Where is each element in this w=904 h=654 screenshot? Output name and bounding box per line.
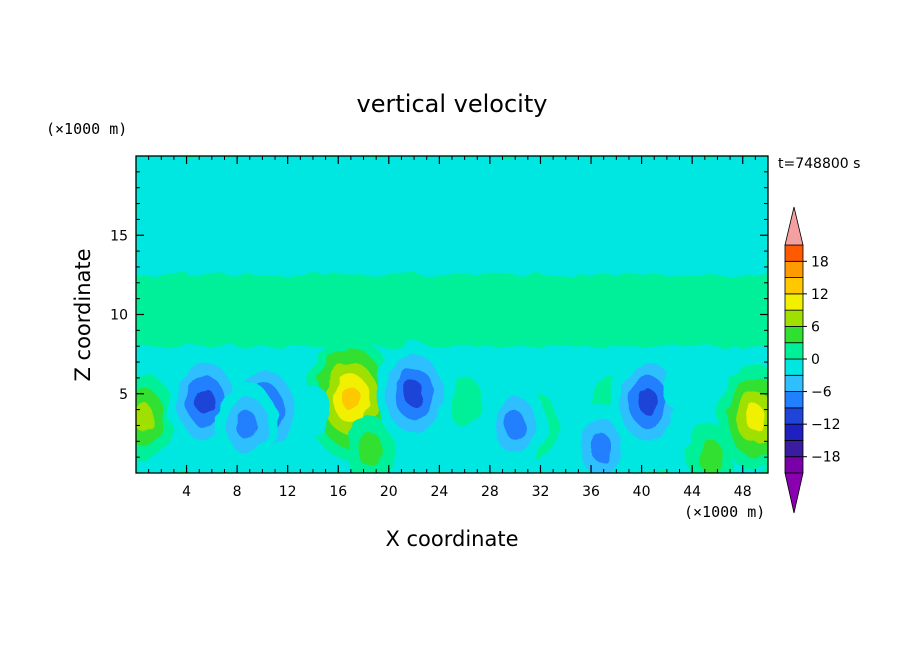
y-tick-label: 5: [119, 387, 128, 403]
y-axis-title: Z coordinate: [71, 248, 95, 381]
contour-level-12-2: [504, 411, 526, 440]
colorbar: 18 12 6 0 −6 −12 −18: [784, 206, 841, 514]
mid-band: [136, 274, 768, 347]
colorbar-swatch: [784, 374, 804, 392]
colorbar-extend-low: [784, 472, 804, 514]
contour-level-16-0: [295, 384, 330, 435]
colorbar-tick-label: 6: [811, 319, 820, 335]
contour-level-13-2: [590, 433, 612, 462]
colorbar-swatch: [784, 326, 804, 344]
contour-level-6-0: [447, 376, 482, 427]
x-tick-label: 28: [481, 484, 499, 500]
colorbar-swatch: [784, 277, 804, 295]
contour-level-11-3: [404, 380, 424, 407]
contour-level-10-2: [236, 411, 258, 440]
contour-level-14-3: [638, 388, 658, 415]
contour-field: [136, 156, 768, 473]
x-axis-title: X coordinate: [385, 527, 518, 551]
colorbar-tick-label: 18: [811, 254, 829, 270]
colorbar-swatch: [784, 407, 804, 425]
x-tick-label: 32: [532, 484, 550, 500]
colorbar-swatch: [784, 309, 804, 327]
colorbar-swatch: [784, 244, 804, 262]
colorbar-swatch: [784, 358, 804, 376]
x-tick-label: 20: [380, 484, 398, 500]
x-tick-label: 8: [233, 484, 242, 500]
x-unit-label: (×1000 m): [684, 503, 765, 521]
colorbar-tick-label: −18: [811, 450, 841, 466]
upper-band: [136, 156, 768, 275]
contour-level-15-0: [662, 360, 697, 411]
contour-level-2-1: [357, 432, 382, 467]
x-tick-label: 44: [683, 484, 701, 500]
colorbar-swatch: [784, 391, 804, 409]
colorbar-tick-label: −6: [811, 385, 832, 401]
x-tick-label: 24: [430, 484, 448, 500]
chart-title: vertical velocity: [357, 90, 548, 118]
contour-level-1-4: [341, 386, 360, 411]
colorbar-tick-label: 12: [811, 287, 829, 303]
contour-level-0-2: [136, 403, 154, 432]
colorbar-swatch: [784, 456, 804, 474]
x-tick-label: 48: [734, 484, 752, 500]
colorbar-swatch: [784, 440, 804, 458]
x-axis: 4 8 12 16 20 24 28 32 36 40 44 48: [148, 156, 756, 500]
colorbar-tick-label: 0: [811, 352, 820, 368]
colorbar-extend-high: [784, 206, 804, 246]
colorbar-swatch: [784, 342, 804, 360]
colorbar-tick-label: −12: [811, 417, 841, 433]
x-tick-label: 12: [279, 484, 297, 500]
time-label: t=748800 s: [778, 156, 860, 172]
contour-level-3-3: [745, 404, 765, 431]
contour-level-8-3: [196, 388, 216, 415]
x-tick-label: 16: [329, 484, 347, 500]
x-tick-label: 36: [582, 484, 600, 500]
y-axis: 5 10 15: [110, 171, 768, 458]
y-tick-label: 15: [110, 228, 128, 244]
colorbar-swatch: [784, 293, 804, 311]
x-tick-label: 40: [633, 484, 651, 500]
y-unit-label: (×1000 m): [46, 120, 127, 138]
x-tick-label: 4: [182, 484, 191, 500]
y-tick-label: 10: [110, 308, 128, 324]
colorbar-swatch: [784, 423, 804, 441]
contour-level-4-1: [699, 440, 724, 473]
colorbar-swatch: [784, 260, 804, 278]
